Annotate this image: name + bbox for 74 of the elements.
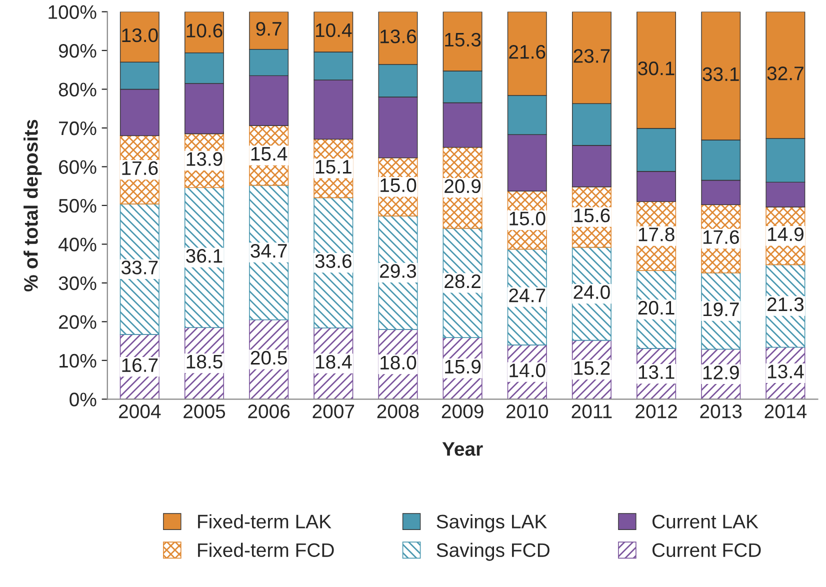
data-label: 10.6 <box>186 24 222 38</box>
x-tick-label: 2005 <box>184 404 226 418</box>
data-label: 24.7 <box>509 288 546 302</box>
data-label: 29.3 <box>380 264 416 278</box>
data-label: 15.6 <box>574 208 610 222</box>
data-label: 34.7 <box>250 244 287 258</box>
data-label: 24.0 <box>574 285 610 299</box>
data-label: 13.0 <box>122 28 158 42</box>
data-label: 18.0 <box>380 356 416 370</box>
data-label: 14.0 <box>510 363 546 378</box>
y-tick-label: 100% <box>48 5 96 19</box>
x-tick-label: 2012 <box>636 404 677 418</box>
data-label: 15.0 <box>510 212 546 226</box>
data-label: 15.9 <box>445 360 481 374</box>
x-tick-label: 2006 <box>248 404 290 418</box>
legend-label: Current FCD <box>652 543 761 558</box>
data-label: 15.1 <box>316 160 352 174</box>
y-tick-label: 90% <box>58 44 96 58</box>
data-label: 13.9 <box>186 152 222 166</box>
x-tick-label: 2004 <box>119 404 161 418</box>
x-tick-label: 2014 <box>764 404 807 418</box>
data-label: 15.2 <box>574 361 610 375</box>
data-label: 20.5 <box>250 350 287 365</box>
legend-label: Savings LAK <box>436 514 547 532</box>
legend-label: Savings FCD <box>436 542 550 561</box>
data-label: 17.6 <box>122 161 158 176</box>
data-label: 14.9 <box>768 227 804 242</box>
data-label: 33.1 <box>702 67 739 82</box>
legend-label: Fixed-term FCD <box>198 542 334 558</box>
data-label: 9.7 <box>256 22 282 36</box>
x-tick-label: 2008 <box>377 404 419 418</box>
y-tick-label: 10% <box>60 354 96 368</box>
legend-label: Fixed-term LAK <box>198 514 332 528</box>
y-tick-label: 40% <box>58 238 96 252</box>
data-label: 33.7 <box>121 260 158 274</box>
y-tick-label: 80% <box>58 82 96 96</box>
data-label: 20.9 <box>444 179 481 194</box>
data-label: 13.1 <box>638 365 674 380</box>
data-label: 21.3 <box>768 297 804 312</box>
data-label: 15.0 <box>380 178 416 192</box>
x-tick-label: 2013 <box>700 404 742 418</box>
data-label: 16.7 <box>122 358 158 372</box>
data-label: 10.4 <box>316 23 352 38</box>
y-tick-label: 50% <box>58 198 96 213</box>
data-label: 21.6 <box>509 45 546 59</box>
y-tick-label: 60% <box>59 160 96 174</box>
x-tick-label: 2010 <box>506 404 548 418</box>
data-label: 13.6 <box>380 30 416 44</box>
y-axis-title: % of total deposits <box>24 120 42 292</box>
data-label: 19.7 <box>703 302 739 316</box>
y-tick-label: 70% <box>59 121 96 136</box>
data-label: 17.6 <box>703 230 739 244</box>
data-label: 23.7 <box>574 49 610 63</box>
y-tick-label: 0% <box>70 392 96 406</box>
y-tick-label: 20% <box>59 315 96 329</box>
data-label: 15.4 <box>251 147 288 161</box>
x-axis-title: Year <box>442 442 483 456</box>
data-label: 32.7 <box>767 66 804 80</box>
data-label: 15.3 <box>445 32 481 47</box>
data-label: 28.2 <box>444 274 481 288</box>
data-label: 18.5 <box>186 354 222 369</box>
data-label: 18.4 <box>316 354 352 369</box>
legend-label: Current LAK <box>652 514 758 528</box>
x-tick-label: 2009 <box>442 404 484 418</box>
data-label: 30.1 <box>638 61 674 76</box>
data-label: 13.4 <box>768 364 804 378</box>
x-tick-label: 2007 <box>312 404 354 418</box>
data-label: 20.1 <box>638 300 674 315</box>
data-label: 33.6 <box>315 254 352 268</box>
y-tick-label: 30% <box>58 276 96 290</box>
x-tick-label: 2011 <box>572 404 612 418</box>
data-label: 36.1 <box>186 249 222 263</box>
data-label: 12.9 <box>703 366 739 380</box>
data-label: 17.8 <box>638 228 674 242</box>
